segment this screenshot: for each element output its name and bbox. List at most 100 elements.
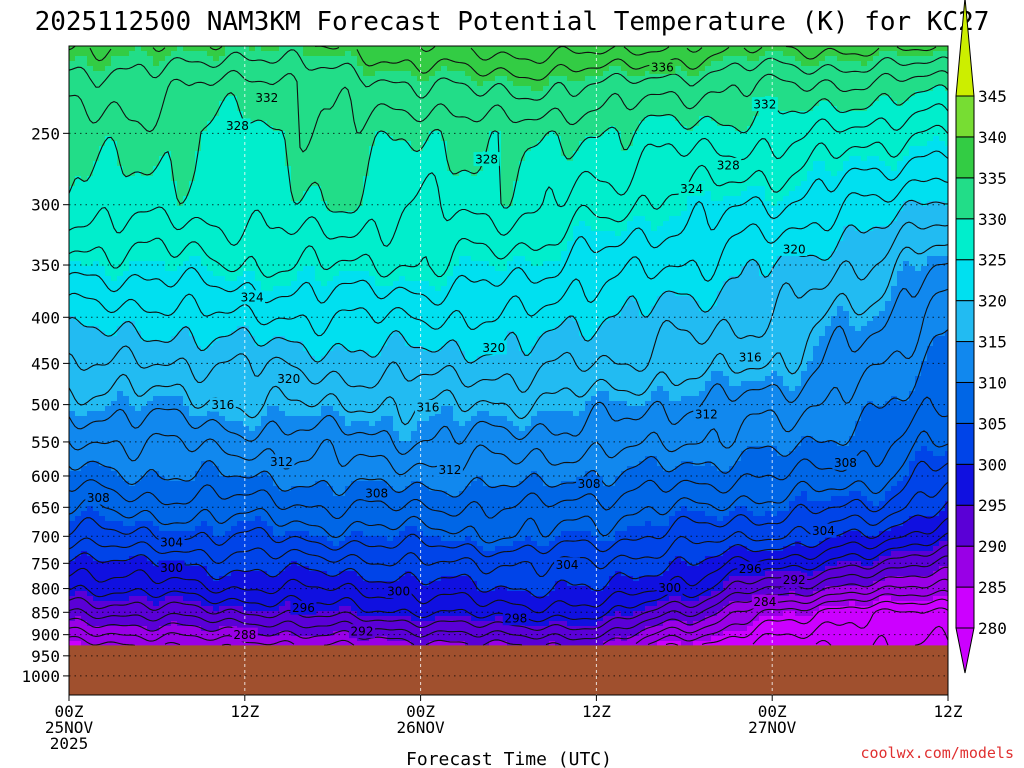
field-cell-4143 xyxy=(273,361,280,367)
field-cell-2537 xyxy=(195,131,202,137)
field-cell-499 xyxy=(93,141,100,147)
field-cell-436 xyxy=(87,426,94,432)
field-cell-1513 xyxy=(141,411,148,417)
field-cell-4112 xyxy=(273,206,280,212)
field-cell-4057 xyxy=(267,531,274,537)
field-cell-4401 xyxy=(285,451,292,457)
field-cell-3504 xyxy=(243,166,250,172)
field-cell-2056 xyxy=(171,126,178,132)
field-cell-2137 xyxy=(171,531,178,537)
field-cell-2203 xyxy=(177,261,184,267)
field-cell-3073 xyxy=(219,411,226,417)
field-cell-2507 xyxy=(189,581,196,587)
field-cell-2179 xyxy=(177,141,184,147)
field-cell-4618 xyxy=(297,336,304,342)
field-cell-1806 xyxy=(159,76,166,82)
field-cell-2274 xyxy=(177,616,184,622)
field-cell-1176 xyxy=(123,526,130,532)
field-cell-4704 xyxy=(303,166,310,172)
field-cell-1181 xyxy=(123,551,130,557)
field-cell-2393 xyxy=(183,611,190,617)
field-cell-3437 xyxy=(237,431,244,437)
field-cell-1492 xyxy=(141,306,148,312)
field-cell-4632 xyxy=(297,406,304,412)
field-cell-2572 xyxy=(195,306,202,312)
field-cell-4100 xyxy=(273,146,280,152)
field-cell-861 xyxy=(111,151,118,157)
field-cell-425 xyxy=(87,371,94,377)
field-cell-2078 xyxy=(171,236,178,242)
field-cell-2467 xyxy=(189,381,196,387)
field-cell-2014 xyxy=(165,516,172,522)
field-cell-866 xyxy=(111,176,118,182)
field-cell-2039 xyxy=(165,641,172,646)
field-cell-1803 xyxy=(159,61,166,67)
field-cell-3144 xyxy=(225,166,232,172)
field-cell-3590 xyxy=(243,596,250,602)
field-cell-2739 xyxy=(201,541,208,547)
field-cell-291 xyxy=(81,301,88,307)
field-cell-3940 xyxy=(261,546,268,552)
field-cell-4644 xyxy=(297,466,304,472)
field-cell-3061 xyxy=(219,351,226,357)
field-cell-4854 xyxy=(309,316,316,322)
field-cell-1981 xyxy=(165,351,172,357)
field-cell-1153 xyxy=(123,411,130,417)
field-cell-404 xyxy=(87,266,94,272)
field-cell-1501 xyxy=(141,351,148,357)
field-cell-2493 xyxy=(189,511,196,517)
field-cell-3888 xyxy=(261,286,268,292)
field-cell-2235 xyxy=(177,421,184,427)
field-cell-4493 xyxy=(291,311,298,317)
field-cell-4222 xyxy=(279,156,286,162)
field-cell-251 xyxy=(81,101,88,107)
field-cell-1322 xyxy=(135,56,142,62)
field-cell-2413 xyxy=(189,111,196,117)
field-cell-3895 xyxy=(261,321,268,327)
field-cell-3645 xyxy=(249,271,256,277)
field-cell-1179 xyxy=(123,541,130,547)
field-cell-1897 xyxy=(159,531,166,537)
field-cell-3200 xyxy=(225,446,232,452)
field-cell-2458 xyxy=(189,336,196,342)
field-cell-2063 xyxy=(171,161,178,167)
field-cell-1502 xyxy=(141,356,148,362)
field-cell-4353 xyxy=(285,211,292,217)
field-cell-4930 xyxy=(315,96,322,102)
field-cell-856 xyxy=(111,126,118,132)
field-cell-3339 xyxy=(231,541,238,547)
field-cell-3267 xyxy=(231,181,238,187)
field-cell-1965 xyxy=(165,271,172,277)
field-cell-4813 xyxy=(309,111,316,117)
field-cell-525 xyxy=(93,271,100,277)
field-cell-1523 xyxy=(141,461,148,467)
field-cell-4359 xyxy=(285,241,292,247)
field-cell-2487 xyxy=(189,481,196,487)
field-cell-1591 xyxy=(147,201,154,207)
field-cell-11 xyxy=(69,101,76,107)
field-cell-4981 xyxy=(315,351,322,357)
field-cell-2232 xyxy=(177,406,184,412)
field-cell-2854 xyxy=(207,516,214,522)
field-cell-1589 xyxy=(147,191,154,197)
field-cell-1663 xyxy=(147,561,154,567)
field-cell-2081 xyxy=(171,251,178,257)
field-cell-995 xyxy=(117,221,124,227)
field-cell-3215 xyxy=(225,521,232,527)
field-cell-4896 xyxy=(309,526,316,532)
field-cell-1329 xyxy=(135,91,142,97)
field-cell-4435 xyxy=(285,621,292,627)
field-cell-4179 xyxy=(273,541,280,547)
field-cell-496 xyxy=(93,126,100,132)
field-cell-343 xyxy=(81,561,88,567)
field-cell-477 xyxy=(87,631,94,637)
field-cell-4252 xyxy=(279,306,286,312)
field-cell-4102 xyxy=(273,156,280,162)
field-cell-3491 xyxy=(243,101,250,107)
field-cell-1388 xyxy=(135,386,142,392)
field-cell-4238 xyxy=(279,236,286,242)
field-cell-3562 xyxy=(243,456,250,462)
field-cell-1173 xyxy=(123,511,130,517)
field-cell-1288 xyxy=(129,486,136,492)
field-cell-2384 xyxy=(183,566,190,572)
